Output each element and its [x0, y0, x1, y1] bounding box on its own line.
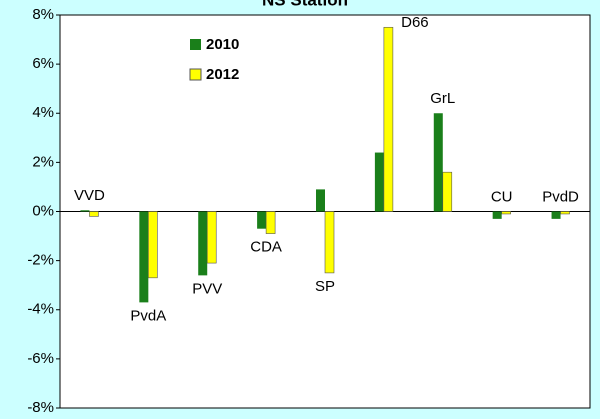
- category-label: CDA: [250, 239, 282, 256]
- category-label: PvdA: [130, 307, 166, 324]
- bar: [433, 113, 443, 212]
- chart-title: NS Station: [262, 0, 348, 9]
- bar: [139, 211, 149, 303]
- category-label: CU: [491, 188, 513, 205]
- y-tick-label: 2%: [32, 153, 54, 170]
- category-label: D66: [401, 14, 429, 31]
- y-tick-label: 0%: [32, 202, 54, 219]
- bar: [80, 210, 90, 212]
- legend-label: 2012: [206, 66, 239, 83]
- bar: [206, 211, 217, 264]
- bar: [560, 211, 570, 215]
- y-tick-label: -6%: [27, 350, 54, 367]
- bar: [316, 189, 325, 212]
- bar: [89, 211, 99, 217]
- bar: [492, 211, 502, 219]
- y-tick-label: -8%: [27, 399, 54, 416]
- y-tick-label: -2%: [27, 252, 54, 269]
- legend-swatch: [189, 68, 202, 81]
- bar: [265, 211, 276, 234]
- bar: [148, 211, 158, 279]
- bar: [257, 211, 267, 229]
- bar: [198, 211, 208, 276]
- category-label: VVD: [74, 187, 105, 204]
- bar: [324, 211, 335, 274]
- y-tick-label: -4%: [27, 301, 54, 318]
- bar: [374, 152, 384, 212]
- category-label: PVV: [192, 280, 222, 297]
- legend-label: 2010: [206, 36, 239, 53]
- y-tick-label: 8%: [32, 6, 54, 23]
- category-label: PvdD: [542, 188, 579, 205]
- legend-swatch: [190, 39, 201, 50]
- bar: [442, 171, 453, 212]
- bar: [551, 211, 561, 219]
- category-label: SP: [315, 278, 335, 295]
- bar: [501, 211, 511, 215]
- y-tick-label: 4%: [32, 104, 54, 121]
- y-tick-label: 6%: [32, 55, 54, 72]
- bar: [383, 26, 394, 212]
- category-label: GrL: [430, 90, 455, 107]
